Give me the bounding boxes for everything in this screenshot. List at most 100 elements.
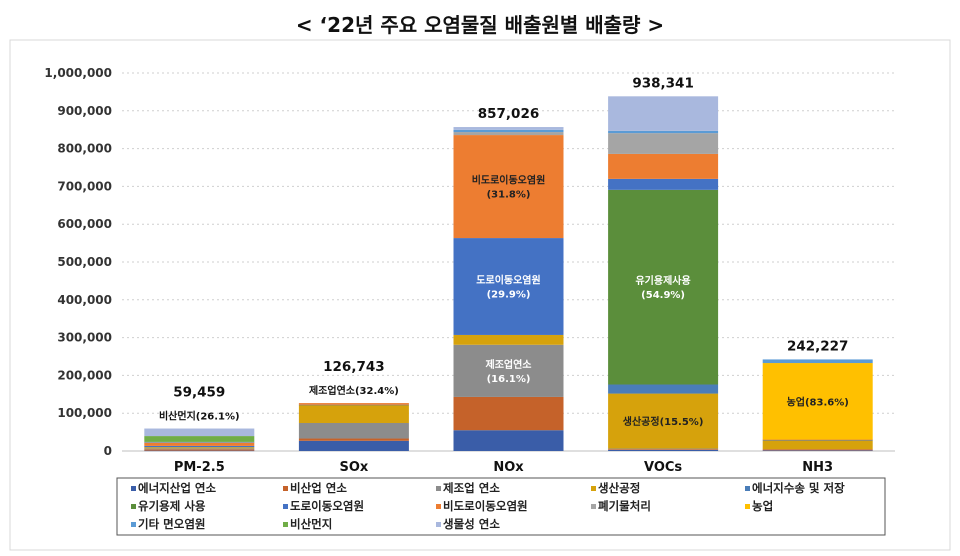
bar-segment-VOCs-에너지산업 연소 — [608, 449, 719, 451]
legend-item: 도로이동오염원 — [290, 499, 364, 513]
chart-title: < ‘22년 주요 오염물질 배출원별 배출량 > — [296, 13, 664, 37]
bar-segment-SOx-에너지산업 연소 — [298, 440, 409, 451]
legend-item: 비산먼지 — [290, 517, 332, 531]
bar-segment-PM-2.5-비산업 연소 — [144, 449, 255, 451]
data-annotation: 제조업연소 — [486, 358, 532, 371]
bar-segment-PM-2.5-제조업 연소 — [144, 448, 255, 450]
bar-segment-VOCs-에너지수송 및 저장 — [608, 384, 719, 394]
data-annotation: 생산공정(15.5%) — [623, 415, 704, 428]
data-annotation: 제조업연소(32.4%) — [309, 384, 399, 397]
x-tick-label: PM-2.5 — [174, 460, 225, 475]
data-annotation: 비산먼지(26.1%) — [159, 410, 240, 423]
bar-segment-NH3-비산업 연소 — [762, 449, 873, 451]
bar-segment-PM-2.5-비산먼지 — [144, 436, 255, 442]
legend-swatch — [745, 504, 750, 509]
x-axis: PM-2.5 SOx NOx VOCs NH3 — [174, 460, 833, 475]
bar-segment-SOx-비도로이동오염원 — [298, 403, 409, 405]
x-tick-label: NH3 — [802, 460, 833, 475]
bar-segment-NOx-기타 면오염원 — [453, 129, 564, 133]
bar-segment-VOCs-제조업 연소 — [608, 448, 719, 450]
total-label: 126,743 — [323, 359, 385, 375]
bar-segment-VOCs-폐기물처리 — [608, 133, 719, 154]
bar-segment-NOx-도로이동오염원 — [453, 238, 564, 335]
legend-swatch — [591, 486, 596, 491]
data-annotation: (54.9%) — [641, 290, 685, 301]
bar-segment-VOCs-유기용제 사용 — [608, 189, 719, 385]
bar-segment-VOCs-생산공정 — [608, 393, 719, 449]
bar-segment-PM-2.5-에너지산업 연소 — [144, 450, 255, 452]
bar-segment-NOx-에너지산업 연소 — [453, 430, 564, 451]
bar-segment-NH3-농업 — [762, 363, 873, 440]
y-tick-label: 1,000,000 — [44, 66, 112, 80]
y-tick-label: 300,000 — [57, 331, 112, 345]
bar-segment-PM-2.5-기타 면오염원 — [144, 441, 255, 443]
total-label: 938,341 — [632, 75, 694, 91]
legend-swatch — [131, 522, 136, 527]
y-tick-label: 400,000 — [57, 293, 112, 307]
bar-segment-NH3-도로이동오염원 — [762, 439, 873, 441]
bar-segment-NH3-에너지산업 연소 — [762, 450, 873, 451]
bar-segment-VOCs-생물성 연소 — [608, 96, 719, 131]
legend-swatch — [591, 504, 596, 509]
legend-swatch — [436, 504, 441, 509]
y-tick-label: 500,000 — [57, 255, 112, 269]
total-label: 59,459 — [173, 385, 225, 401]
data-annotation: 농업(83.6%) — [787, 395, 849, 408]
legend-item: 생산공정 — [598, 481, 640, 495]
y-tick-label: 200,000 — [57, 368, 112, 382]
legend-swatch — [283, 522, 288, 527]
bar-segment-NH3-비도로이동오염원 — [762, 439, 873, 441]
bar-segment-PM-2.5-도로이동오염원 — [144, 445, 255, 448]
legend-item: 기타 면오염원 — [138, 517, 205, 531]
bar-segment-SOx-제조업 연소 — [298, 422, 409, 439]
legend-item: 비도로이동오염원 — [443, 499, 528, 513]
legend-item: 농업 — [752, 499, 773, 513]
data-annotation: 유기용제사용 — [635, 274, 690, 287]
legend-box — [116, 477, 886, 536]
data-annotation: 비도로이동오염원 — [472, 174, 546, 187]
legend-swatch — [131, 486, 136, 491]
bar-segment-NOx-제조업 연소 — [453, 344, 564, 397]
legend-item: 비산업 연소 — [290, 481, 347, 495]
y-axis: 0 100,000 200,000 300,000 400,000 500,000 600,… — [44, 66, 112, 458]
bar-segment-PM-2.5-폐기물처리 — [144, 442, 255, 443]
bar-segment-PM-2.5-비도로이동오염원 — [144, 442, 255, 446]
legend-item: 생물성 연소 — [443, 517, 500, 531]
data-annotation: (31.8%) — [487, 190, 531, 201]
y-tick-label: 700,000 — [57, 179, 112, 193]
y-tick-label: 800,000 — [57, 142, 112, 156]
bar-segment-NOx-폐기물처리 — [453, 132, 564, 136]
bar-segment-VOCs-비산업 연소 — [608, 449, 719, 450]
bar-segment-NOx-비산업 연소 — [453, 396, 564, 431]
bar-segment-NOx-생물성 연소 — [453, 127, 564, 130]
chart-frame — [9, 39, 951, 551]
bar-segment-PM-2.5-생산공정 — [144, 447, 255, 449]
y-tick-label: 0 — [104, 444, 112, 458]
bar-segment-NH3-기타 면오염원 — [762, 359, 873, 364]
y-tick-label: 100,000 — [57, 406, 112, 420]
legend-swatch — [436, 486, 441, 491]
legend-swatch — [283, 504, 288, 509]
bar-segment-NOx-비도로이동오염원 — [453, 135, 564, 239]
bar-segment-NOx-생산공정 — [453, 334, 564, 345]
legend-item: 유기용제 사용 — [138, 499, 206, 513]
x-tick-label: NOx — [493, 460, 524, 475]
data-annotation: (16.1%) — [487, 374, 531, 385]
bars: 59,459 126,743 857,026 938,341 242,227 비산먼지(2… — [144, 75, 873, 452]
x-tick-label: SOx — [339, 460, 368, 475]
bar-segment-SOx-비산업 연소 — [298, 438, 409, 441]
total-label: 857,026 — [478, 106, 540, 122]
x-tick-label: VOCs — [644, 460, 682, 475]
legend-swatch — [436, 522, 441, 527]
bar-segment-VOCs-도로이동오염원 — [608, 178, 719, 190]
bar-segment-VOCs-기타 면오염원 — [608, 130, 719, 134]
bar-segment-PM-2.5-생물성 연소 — [144, 428, 255, 437]
legend-swatch — [745, 486, 750, 491]
bar-segment-VOCs-비도로이동오염원 — [608, 153, 719, 179]
legend-item: 에너지산업 연소 — [138, 481, 216, 495]
legend-swatch — [283, 486, 288, 491]
bar-segment-NH3-생산공정 — [762, 440, 873, 450]
legend-item: 에너지수송 및 저장 — [752, 481, 845, 495]
